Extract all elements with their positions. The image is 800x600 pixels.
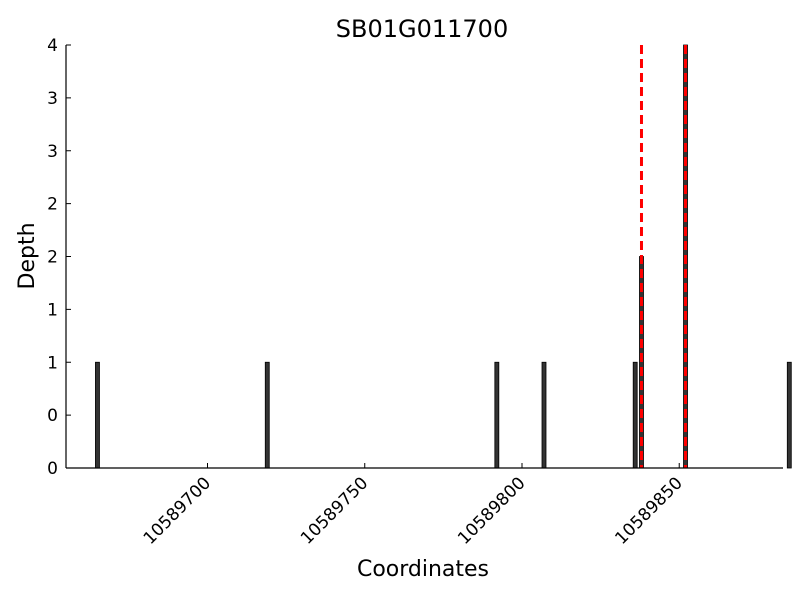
- x-tick-label: 10589800: [454, 473, 529, 548]
- y-tick-label: 4: [47, 36, 58, 56]
- x-tick-label: 10589850: [611, 473, 686, 548]
- chart-title: SB01G011700: [336, 15, 508, 43]
- y-tick-label: 0: [47, 406, 58, 426]
- y-tick-label: 1: [47, 353, 58, 373]
- axes-layer: 0 0 1 1 2 2 3 3 4 10589700 10589750 10589800 1058985…: [47, 36, 783, 549]
- depth-bar: [632, 361, 638, 469]
- x-tick-label: 10589750: [297, 473, 372, 548]
- x-tick-label: 10589700: [140, 473, 215, 548]
- depth-bar: [95, 361, 100, 469]
- y-tick-label: 2: [47, 248, 58, 268]
- y-axis-label: Depth: [15, 222, 40, 289]
- depth-bar: [786, 361, 792, 469]
- y-tick-label: 0: [47, 459, 58, 479]
- y-tick-label: 2: [47, 195, 58, 215]
- reference-lines-layer: [639, 45, 688, 468]
- depth-bar: [541, 361, 547, 469]
- y-tick-label: 1: [47, 300, 58, 320]
- depth-bar: [494, 361, 500, 469]
- x-axis-label: Coordinates: [357, 557, 489, 582]
- y-tick-label: 3: [47, 142, 58, 162]
- depth-bar: [264, 361, 270, 469]
- y-tick-label: 3: [47, 89, 58, 109]
